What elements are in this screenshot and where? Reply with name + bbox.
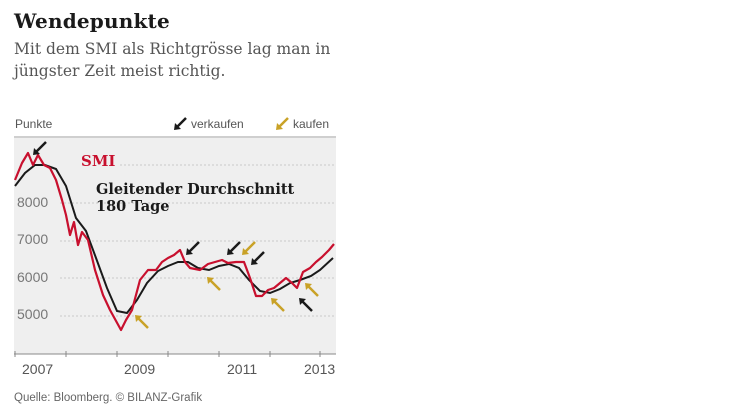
legend-buy-label: kaufen [293,117,330,131]
sell-arrow-icon [174,117,187,130]
buy-arrow-icon [276,117,289,130]
sell-arrow-icon [227,241,241,255]
x-axis [14,351,336,357]
legend-sell-label: verkaufen [191,117,244,131]
moving-average-line [14,164,334,315]
sell-arrow-icon [33,141,47,155]
plot-top-border [14,136,336,138]
chart-subtitle: Mit dem SMI als Richtgrösse lag man in j… [14,40,331,80]
sell-arrow-icon [251,251,265,265]
legend-item-sell: verkaufen [172,116,244,132]
y-tick-5000: 5000 [17,306,49,322]
gridlines [60,164,336,317]
y-tick-8000: 8000 [17,194,49,210]
buy-arrow-icon [242,241,256,255]
source-credit: Quelle: Bloomberg. © BILANZ-Grafik [14,392,203,404]
sell-arrow-icon [186,241,200,255]
moving-average-label-line1: Gleitender Durchschnitt [96,181,295,198]
buy-arrow-icon [207,277,221,291]
chart-title: Wendepunkte [14,9,170,33]
legend-item-buy: kaufen [274,116,329,132]
x-tick-2011: 2011 [227,361,258,377]
buy-arrow-icon [271,298,285,312]
smi-series-label: SMI [81,152,116,170]
moving-average-series-label: Gleitender Durchschnitt 180 Tage [96,181,294,215]
sell-signal-arrows [33,141,313,312]
smi-line [13,151,335,332]
buy-arrow-icon [135,315,149,329]
x-tick-2009: 2009 [124,361,156,377]
x-tick-2007: 2007 [22,361,54,377]
y-axis-unit-label: Punkte [15,117,53,131]
sell-arrow-icon [299,298,313,312]
buy-arrow-icon [305,283,319,297]
moving-average-label-line2: 180 Tage [96,198,170,215]
y-tick-6000: 6000 [17,269,49,285]
x-tick-2013: 2013 [304,361,336,377]
buy-signal-arrows [135,241,319,329]
plot-area [14,138,336,354]
y-tick-7000: 7000 [17,231,49,247]
